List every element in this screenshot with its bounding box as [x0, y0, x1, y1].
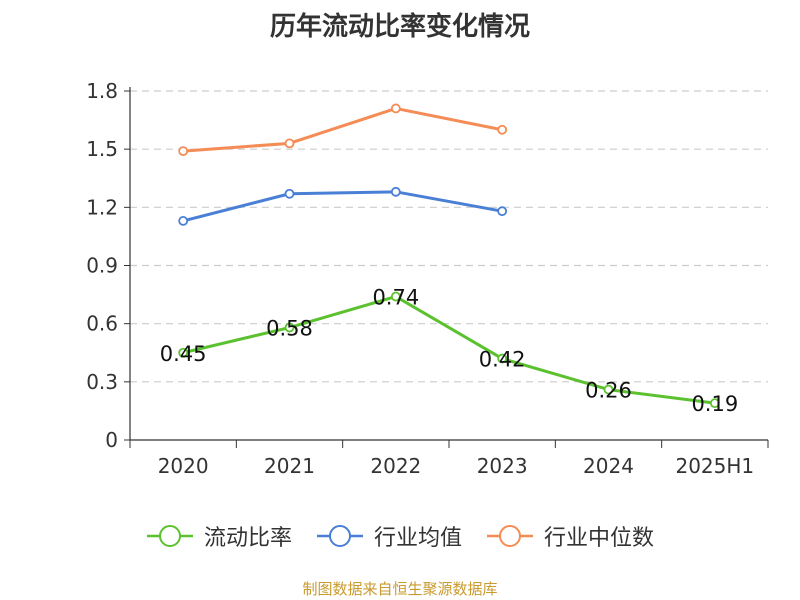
- data-point: [390, 291, 401, 302]
- x-tick-label: 2025H1: [675, 454, 754, 478]
- legend-item[interactable]: 行业中位数: [486, 520, 654, 552]
- data-label: 0.58: [266, 317, 313, 341]
- data-point: [284, 188, 295, 199]
- data-point: [497, 353, 508, 364]
- data-point: [603, 384, 614, 395]
- x-tick-label: 2021: [264, 454, 315, 478]
- chart-title: 历年流动比率变化情况: [269, 12, 530, 42]
- y-tick-label: 1.2: [86, 195, 118, 219]
- legend-marker: [158, 525, 181, 547]
- legend-label: 行业均值: [373, 526, 462, 551]
- data-label: 0.74: [372, 286, 419, 310]
- y-tick-label: 0.6: [86, 312, 118, 336]
- legend-swatch: [487, 525, 533, 547]
- legend-swatch: [146, 525, 193, 547]
- y-tick-label: 1.5: [86, 137, 118, 161]
- series-line: [182, 190, 503, 223]
- data-point: [390, 186, 401, 197]
- legend-marker: [499, 525, 521, 547]
- data-point: [390, 103, 401, 114]
- x-tick-label: 2022: [370, 454, 421, 478]
- data-label: 0.26: [585, 379, 632, 403]
- source-note: 制图数据来自恒生聚源数据库: [302, 580, 498, 598]
- data-point: [497, 206, 508, 217]
- legend-label: 流动比率: [203, 526, 292, 551]
- series-line: [182, 295, 716, 405]
- data-label: 0.45: [160, 342, 207, 366]
- data-point: [284, 138, 295, 149]
- legend: 流动比率 行业均值 行业中位数: [0, 518, 800, 554]
- legend-swatch: [316, 525, 363, 547]
- legend-item[interactable]: 行业均值: [316, 520, 462, 552]
- legend-marker: [328, 525, 351, 547]
- y-tick-label: 0: [105, 428, 118, 452]
- series-line: [183, 106, 503, 153]
- data-point: [178, 146, 189, 157]
- y-tick-label: 1.8: [86, 79, 118, 103]
- data-label: 0.19: [691, 392, 738, 416]
- x-tick-label: 2024: [583, 454, 634, 478]
- legend-item[interactable]: 流动比率: [146, 520, 292, 552]
- y-tick-label: 0.3: [86, 370, 118, 394]
- data-point: [284, 322, 295, 333]
- legend-label: 行业中位数: [544, 526, 655, 551]
- x-tick-label: 2020: [158, 454, 209, 478]
- data-point: [178, 216, 189, 226]
- data-point: [178, 347, 189, 358]
- x-tick-label: 2023: [477, 454, 528, 478]
- data-label: 0.42: [479, 348, 526, 372]
- y-tick-label: 0.9: [86, 254, 118, 278]
- data-point: [709, 398, 720, 409]
- data-point: [497, 124, 508, 135]
